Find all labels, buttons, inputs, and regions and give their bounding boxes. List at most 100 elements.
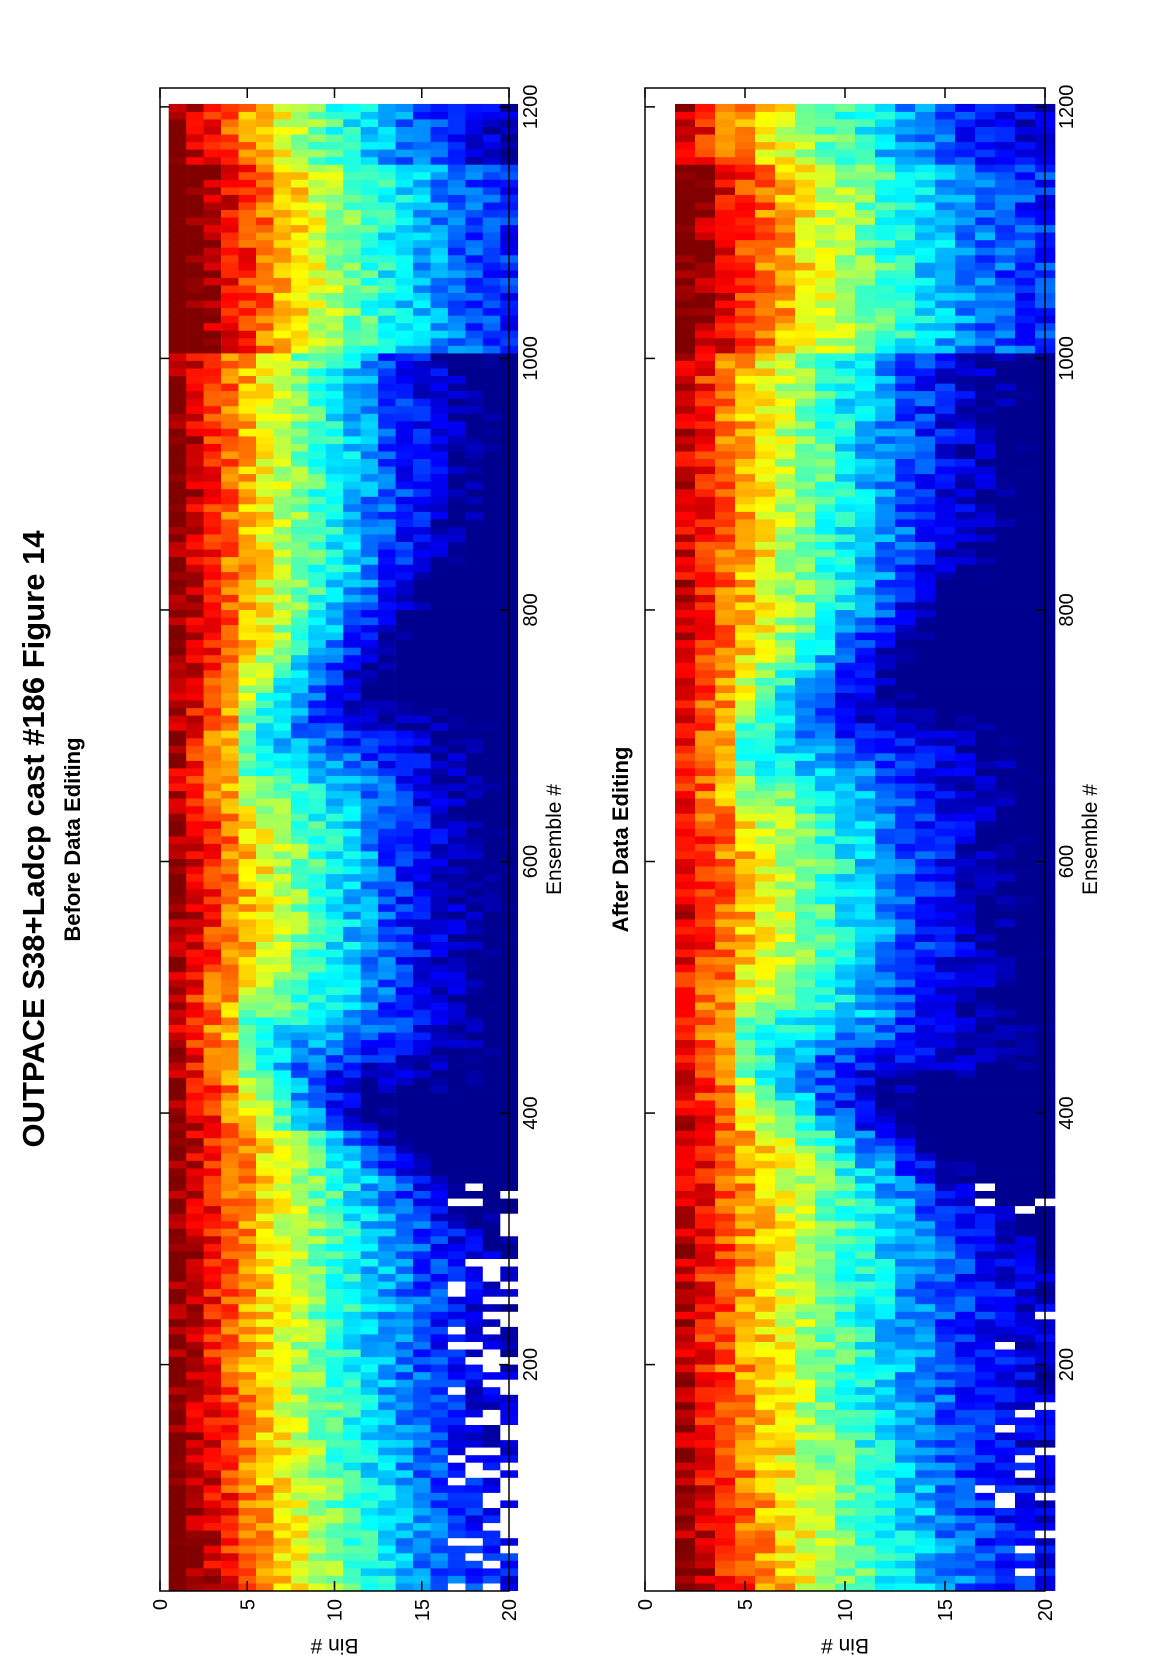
- heatmap-cell: [413, 949, 431, 958]
- heatmap-cell: [465, 156, 484, 165]
- heatmap-cell: [775, 1386, 796, 1395]
- heatmap-cell: [447, 488, 466, 497]
- heatmap-cell: [835, 1439, 856, 1448]
- heatmap-cell: [360, 1054, 379, 1063]
- heatmap-cell: [482, 851, 501, 859]
- heatmap-cell: [290, 1477, 309, 1486]
- heatmap-cell: [465, 141, 484, 150]
- heatmap-cell: [378, 390, 396, 399]
- heatmap-cell: [413, 435, 431, 444]
- heatmap-cell: [835, 1288, 856, 1297]
- heatmap-cell: [378, 715, 396, 724]
- heatmap-cell: [715, 1251, 736, 1259]
- heatmap-cell: [186, 602, 204, 610]
- heatmap-cell: [273, 1447, 292, 1456]
- heatmap-cell: [186, 1401, 204, 1410]
- heatmap-cell: [482, 1522, 501, 1531]
- heatmap-cell: [413, 647, 431, 656]
- heatmap-cell: [447, 730, 466, 739]
- heatmap-cell: [447, 986, 466, 995]
- heatmap-cell: [935, 1386, 956, 1395]
- heatmap-cell: [482, 549, 501, 558]
- heatmap-cell: [430, 503, 449, 512]
- heatmap-cell: [775, 1477, 796, 1486]
- heatmap-cell: [168, 1454, 187, 1463]
- heatmap-cell: [186, 1243, 204, 1252]
- heatmap-cell: [308, 602, 327, 610]
- heatmap-cell: [325, 549, 344, 558]
- heatmap-cell: [325, 866, 344, 875]
- heatmap-cell: [465, 1190, 484, 1199]
- heatmap-cell: [308, 1560, 327, 1569]
- heatmap-cell: [360, 330, 379, 339]
- heatmap-cell: [221, 307, 239, 316]
- heatmap-cell: [168, 903, 187, 912]
- heatmap-cell: [795, 1281, 816, 1290]
- heatmap-cell: [186, 986, 204, 995]
- heatmap-cell: [975, 1424, 996, 1433]
- heatmap-cell: [430, 654, 449, 663]
- heatmap-cell: [975, 1266, 996, 1274]
- heatmap-cell: [695, 1318, 716, 1327]
- heatmap-cell: [273, 1145, 292, 1154]
- heatmap-cell: [395, 1032, 414, 1041]
- heatmap-cell: [308, 149, 327, 158]
- heatmap-cell: [290, 1024, 309, 1033]
- heatmap-cell: [447, 752, 466, 761]
- heatmap-cell: [238, 1122, 257, 1131]
- heatmap-cell: [447, 549, 466, 558]
- heatmap-cell: [465, 1364, 484, 1373]
- heatmap-cell: [238, 503, 257, 512]
- heatmap-cell: [360, 511, 379, 520]
- heatmap-cell: [378, 1009, 396, 1018]
- heatmap-cell: [203, 1507, 222, 1516]
- heatmap-cell: [915, 1326, 936, 1335]
- heatmap-cell: [203, 1484, 222, 1493]
- heatmap-cell: [430, 1266, 449, 1274]
- heatmap-cell: [308, 941, 327, 950]
- heatmap-cell: [256, 1062, 274, 1071]
- heatmap-cell: [795, 1439, 816, 1448]
- heatmap-cell: [715, 1439, 736, 1448]
- heatmap-cell: [413, 1515, 431, 1524]
- heatmap-cell: [855, 1220, 876, 1229]
- heatmap-cell: [715, 1537, 736, 1546]
- heatmap-cell: [273, 1009, 292, 1018]
- heatmap-cell: [256, 1560, 274, 1569]
- heatmap-cell: [325, 466, 344, 475]
- heatmap-cell: [695, 1349, 716, 1358]
- heatmap-cell: [430, 1537, 449, 1546]
- heatmap-cell: [975, 1447, 996, 1456]
- heatmap-cell: [186, 209, 204, 218]
- heatmap-cell: [186, 156, 204, 165]
- heatmap-cell: [343, 594, 361, 603]
- heatmap-cell: [378, 1235, 396, 1244]
- heatmap-cell: [290, 209, 309, 218]
- heatmap-cell: [1015, 1281, 1036, 1290]
- heatmap-cell: [482, 398, 501, 407]
- heatmap-cell: [413, 1334, 431, 1342]
- heatmap-cell: [290, 1560, 309, 1569]
- heatmap-cell: [221, 262, 239, 271]
- heatmap-cell: [308, 873, 327, 882]
- heatmap-cell: [447, 692, 466, 701]
- heatmap-cell: [308, 700, 327, 709]
- heatmap-cell: [221, 443, 239, 452]
- heatmap-cell: [675, 1356, 696, 1365]
- heatmap-cell: [835, 1537, 856, 1546]
- heatmap-cell: [378, 647, 396, 656]
- heatmap-cell: [413, 277, 431, 286]
- heatmap-cell: [343, 1303, 361, 1312]
- heatmap-cell: [360, 1122, 379, 1131]
- heatmap-cell: [815, 1251, 836, 1259]
- heatmap-cell: [775, 1492, 796, 1501]
- heatmap-cell: [482, 1266, 501, 1274]
- heatmap-cell: [955, 1447, 976, 1456]
- heatmap-cell: [203, 1009, 222, 1018]
- heatmap-cell: [290, 1303, 309, 1312]
- heatmap-cell: [256, 330, 274, 339]
- heatmap-cell: [325, 156, 344, 165]
- heatmap-cell: [875, 1311, 896, 1320]
- heatmap-cell: [308, 1039, 327, 1048]
- heatmap-cell: [875, 1243, 896, 1252]
